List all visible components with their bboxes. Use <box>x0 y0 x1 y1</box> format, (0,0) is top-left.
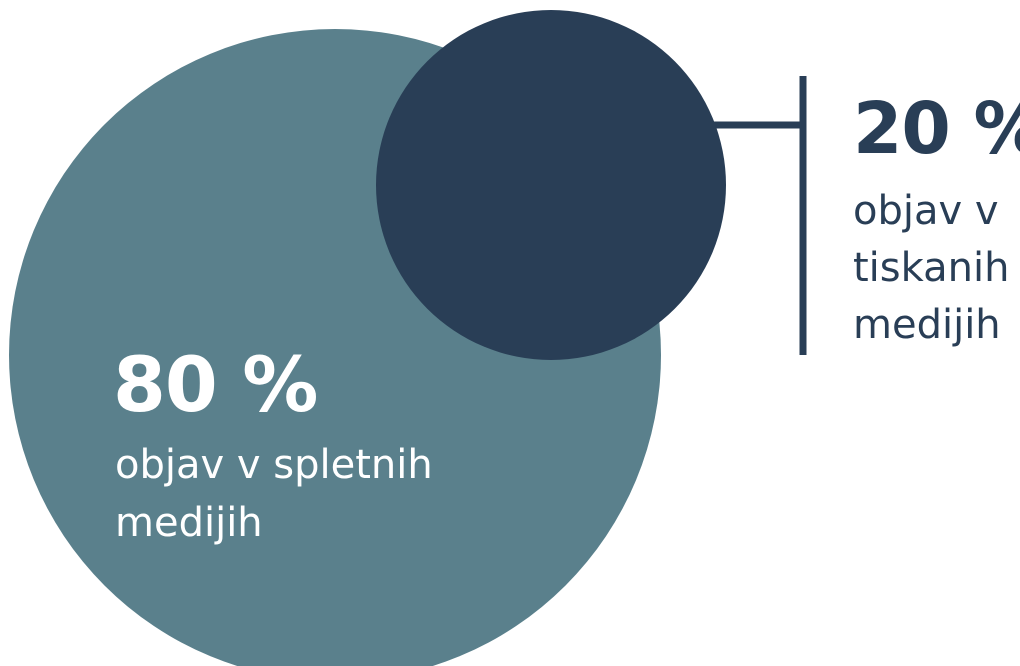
online-media-description-line-1: objav v spletnih <box>115 442 433 488</box>
online-media-description-line-2: medijih <box>115 500 263 546</box>
print-media-value-label: 20 % <box>853 87 1020 170</box>
online-media-value-label: 80 % <box>113 340 317 429</box>
print-media-description-line-2: tiskanih <box>853 245 1009 291</box>
print-media-description-line-3: medijih <box>853 302 1001 348</box>
print-media-description-line-1: objav v <box>853 188 999 234</box>
bubble-print-media <box>376 10 726 360</box>
